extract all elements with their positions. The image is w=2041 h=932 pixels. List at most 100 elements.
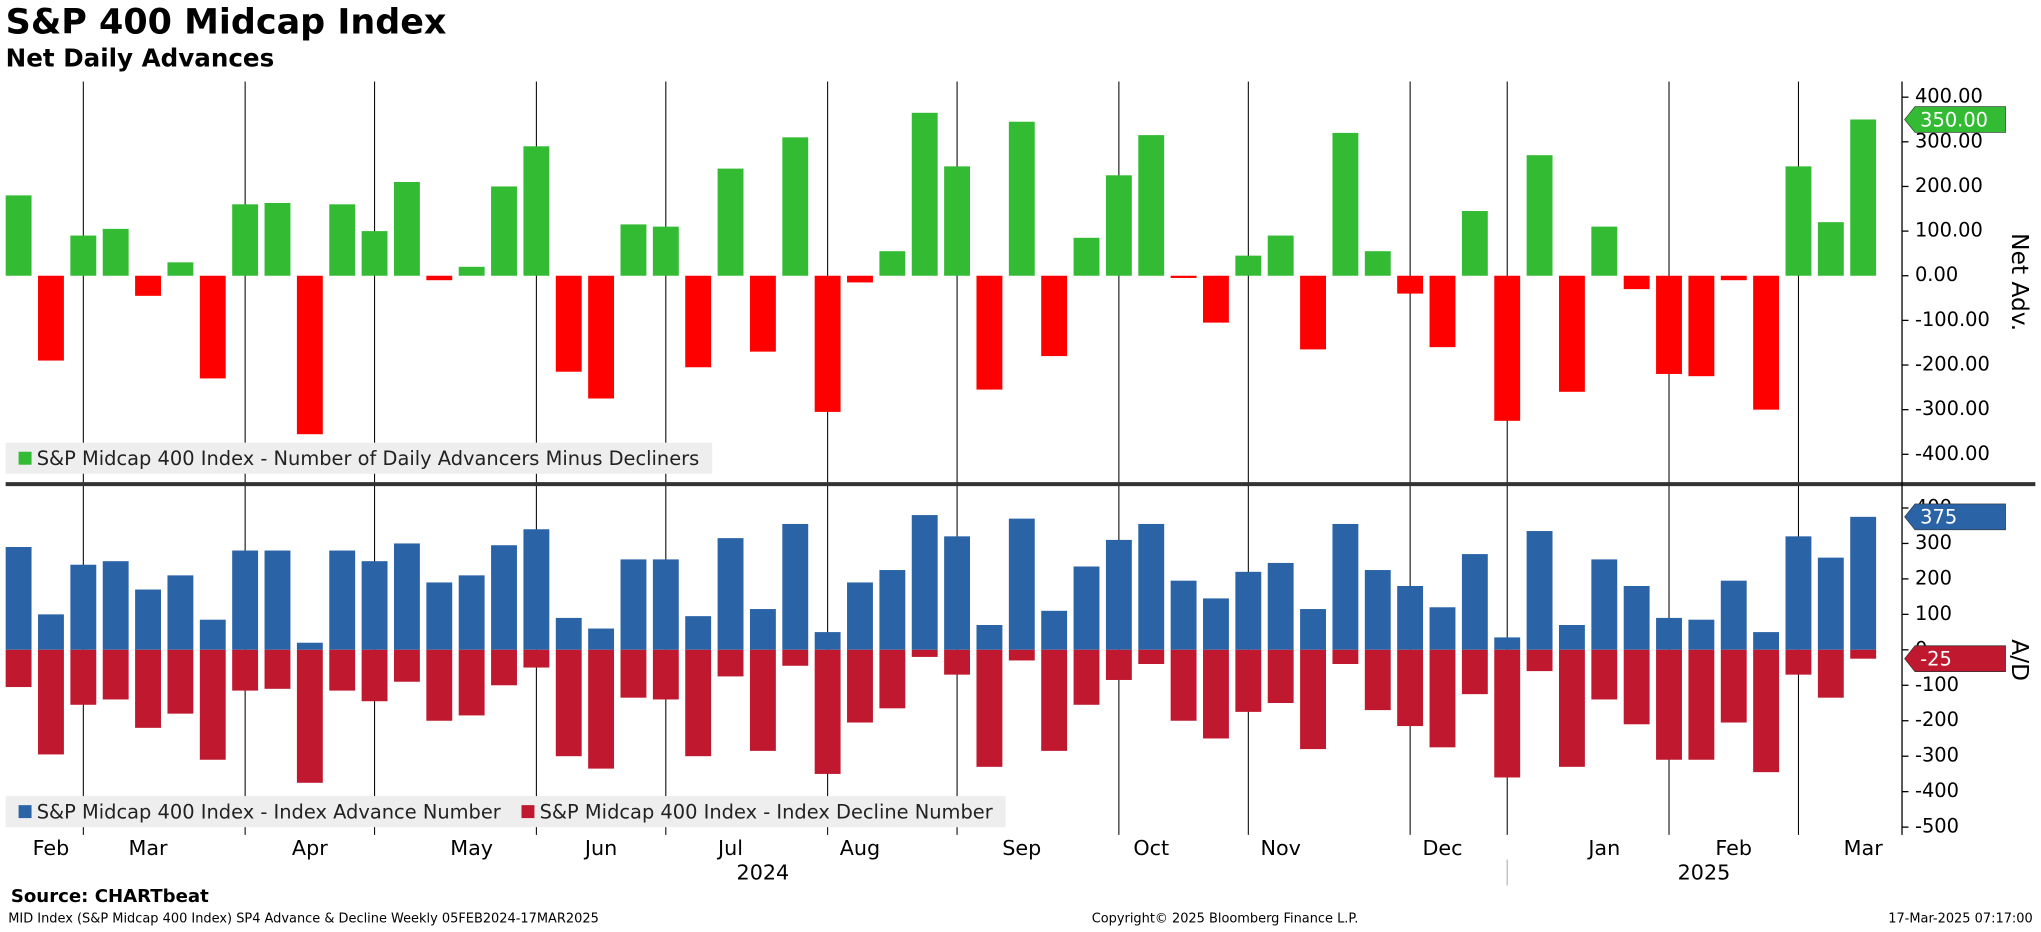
bar [361,561,388,650]
bar [361,231,388,276]
bar [620,649,647,698]
bar [296,649,323,783]
bar [879,570,906,650]
bar [264,202,291,276]
source: Source: CHARTbeat [11,886,209,907]
bar [749,649,776,751]
bar [1623,275,1650,290]
bar [1170,649,1197,721]
bar [1785,649,1812,675]
last-value-tag [1904,503,2006,531]
description: MID Index (S&P Midcap 400 Index) SP4 Adv… [8,912,599,927]
x-tick-label: Dec [1422,836,1462,860]
bar [458,575,485,650]
bar [1785,536,1812,650]
bar [1720,580,1747,650]
x-tick-label: Feb [33,836,70,860]
bar [782,523,809,650]
bar [717,538,744,650]
legend-swatch [18,451,32,465]
bar [523,649,550,668]
bar [523,146,550,276]
bar [1591,649,1618,700]
bar [38,275,64,361]
bar [1235,255,1262,276]
y-axis-title: Net Adv. [2006,233,2033,331]
y-tick-label: 200 [1915,566,1952,589]
y-tick-label: -500 [1915,815,1959,838]
last-value-label: -25 [1920,647,1952,670]
bar [555,649,582,757]
x-tick-label: Aug [840,836,880,860]
bar [588,628,615,650]
bar [458,649,485,716]
bar [1073,649,1100,705]
bar [167,649,194,714]
bar [1494,649,1521,778]
bar [1688,649,1715,760]
bar [1008,649,1035,661]
x-tick-label: Jul [716,836,743,860]
bar [588,275,615,399]
bar [944,649,971,675]
bar [426,582,453,650]
bar [911,515,938,650]
bar [1688,619,1715,650]
y-tick-label: -400.00 [1915,442,1990,465]
bar [652,649,679,700]
bar [491,545,517,650]
bar [1332,523,1359,650]
bar [1105,539,1132,650]
bar [685,275,712,368]
bar [944,536,971,650]
bar [814,275,841,412]
bar [847,275,873,283]
y-tick-label: 400.00 [1915,85,1983,108]
legend-swatch [521,805,535,819]
y-tick-label: 100 [1915,602,1952,625]
x-tick-label: Oct [1133,836,1169,860]
y-tick-label: -200.00 [1915,353,1990,376]
bar [458,266,485,276]
bar [1170,275,1197,278]
bar [1753,649,1780,773]
bar [38,614,64,650]
x-tick-label: Jan [1586,836,1620,860]
x-tick-label: May [450,836,493,860]
bar [1591,559,1618,650]
bar [1364,570,1391,650]
legend-label: S&P Midcap 400 Index - Index Advance Num… [37,800,501,823]
bar [199,275,226,379]
bar [167,262,194,276]
bar [1138,523,1165,650]
y-tick-label: -300.00 [1915,397,1990,420]
bar [1008,518,1035,650]
bar [976,649,1003,767]
bar [1267,649,1294,704]
bar [1558,649,1585,767]
bar [70,235,97,276]
bar [1461,554,1488,650]
bar [1170,580,1197,650]
bar [717,649,744,677]
bar [329,550,356,650]
bar [102,561,129,650]
y-tick-label: -200 [1915,708,1959,731]
bar [1526,155,1553,276]
legend-label: S&P Midcap 400 Index - Index Decline Num… [540,800,993,823]
bar [70,564,97,650]
bar [717,168,744,276]
x-tick-label: Sep [1002,836,1041,860]
bar [102,649,129,700]
bar [782,649,809,666]
bar [1623,649,1650,725]
y-tick-label: 300.00 [1915,129,1983,152]
bar [1720,649,1747,723]
bar [1850,119,1877,276]
bar [232,550,259,650]
y-tick-label: -100 [1915,673,1959,696]
bar [135,649,161,728]
bar [1138,649,1165,665]
bar [1461,649,1488,695]
